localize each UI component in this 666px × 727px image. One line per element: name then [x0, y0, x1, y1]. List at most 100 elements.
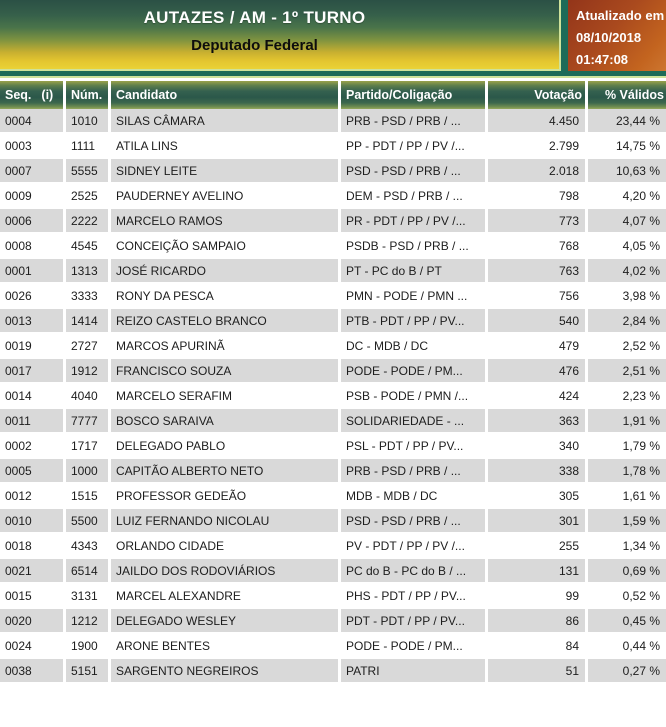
seq-cell: 0007 — [0, 159, 66, 184]
table-row: 0024 1900 ARONE BENTES PODE - PODE / PM.… — [0, 634, 666, 659]
votes-cell: 84 — [488, 634, 588, 659]
seq-cell: 0011 — [0, 409, 66, 434]
seq-cell: 0009 — [0, 184, 66, 209]
votes-cell: 51 — [488, 659, 588, 684]
candidate-cell: JAILDO DOS RODOVIÁRIOS — [111, 559, 341, 584]
updated-label: Atualizado em — [576, 8, 665, 23]
election-title: AUTAZES / AM - 1º TURNO — [143, 8, 366, 27]
candidate-cell: SARGENTO NEGREIROS — [111, 659, 341, 684]
party-cell: PSB - PODE / PMN /... — [341, 384, 488, 409]
party-cell: PODE - PODE / PM... — [341, 634, 488, 659]
column-header-num: Núm. — [66, 81, 111, 109]
party-cell: DC - MDB / DC — [341, 334, 488, 359]
pct-cell: 0,52 % — [588, 584, 666, 609]
candidate-cell: REIZO CASTELO BRANCO — [111, 309, 341, 334]
candidate-cell: BOSCO SARAIVA — [111, 409, 341, 434]
votes-cell: 305 — [488, 484, 588, 509]
party-cell: PDT - PDT / PP / PV... — [341, 609, 488, 634]
votes-cell: 301 — [488, 509, 588, 534]
votes-cell: 540 — [488, 309, 588, 334]
party-cell: DEM - PSD / PRB / ... — [341, 184, 488, 209]
votes-cell: 363 — [488, 409, 588, 434]
pct-cell: 2,51 % — [588, 359, 666, 384]
votes-cell: 86 — [488, 609, 588, 634]
candidate-cell: CONCEIÇÃO SAMPAIO — [111, 234, 341, 259]
num-cell: 1000 — [66, 459, 111, 484]
pct-cell: 1,79 % — [588, 434, 666, 459]
seq-cell: 0018 — [0, 534, 66, 559]
white-gap — [0, 78, 666, 81]
party-cell: PRB - PSD / PRB / ... — [341, 109, 488, 134]
votes-cell: 99 — [488, 584, 588, 609]
table-row: 0014 4040 MARCELO SERAFIM PSB - PODE / P… — [0, 384, 666, 409]
num-cell: 6514 — [66, 559, 111, 584]
votes-cell: 763 — [488, 259, 588, 284]
pct-cell: 0,44 % — [588, 634, 666, 659]
party-cell: PV - PDT / PP / PV /... — [341, 534, 488, 559]
num-cell: 7777 — [66, 409, 111, 434]
votes-cell: 424 — [488, 384, 588, 409]
table-row: 0038 5151 SARGENTO NEGREIROS PATRI 51 0,… — [0, 659, 666, 684]
num-cell: 4040 — [66, 384, 111, 409]
table-row: 0018 4343 ORLANDO CIDADE PV - PDT / PP /… — [0, 534, 666, 559]
pct-cell: 0,69 % — [588, 559, 666, 584]
seq-cell: 0013 — [0, 309, 66, 334]
seq-cell: 0004 — [0, 109, 66, 134]
num-cell: 4343 — [66, 534, 111, 559]
table-row: 0001 1313 JOSÉ RICARDO PT - PC do B / PT… — [0, 259, 666, 284]
table-row: 0011 7777 BOSCO SARAIVA SOLIDARIEDADE - … — [0, 409, 666, 434]
updated-date: 08/10/2018 — [576, 30, 642, 45]
table-row: 0007 5555 SIDNEY LEITE PSD - PSD / PRB /… — [0, 159, 666, 184]
candidate-cell: MARCEL ALEXANDRE — [111, 584, 341, 609]
candidate-cell: MARCELO SERAFIM — [111, 384, 341, 409]
seq-cell: 0038 — [0, 659, 66, 684]
seq-cell: 0024 — [0, 634, 66, 659]
seq-cell: 0001 — [0, 259, 66, 284]
column-header-candidate: Candidato — [111, 81, 341, 109]
num-cell: 5555 — [66, 159, 111, 184]
num-cell: 1900 — [66, 634, 111, 659]
candidate-cell: DELEGADO WESLEY — [111, 609, 341, 634]
candidate-cell: DELEGADO PABLO — [111, 434, 341, 459]
seq-cell: 0003 — [0, 134, 66, 159]
candidate-cell: PAUDERNEY AVELINO — [111, 184, 341, 209]
table-row: 0015 3131 MARCEL ALEXANDRE PHS - PDT / P… — [0, 584, 666, 609]
table-row: 0010 5500 LUIZ FERNANDO NICOLAU PSD - PS… — [0, 509, 666, 534]
votes-cell: 2.799 — [488, 134, 588, 159]
votes-cell: 479 — [488, 334, 588, 359]
candidate-cell: ORLANDO CIDADE — [111, 534, 341, 559]
pct-cell: 2,52 % — [588, 334, 666, 359]
office-title: Deputado Federal — [191, 37, 318, 54]
party-cell: MDB - MDB / DC — [341, 484, 488, 509]
num-cell: 2727 — [66, 334, 111, 359]
info-indicator[interactable]: (i) — [41, 88, 54, 102]
candidate-cell: ATILA LINS — [111, 134, 341, 159]
seq-label: Seq. — [5, 88, 32, 102]
candidate-cell: LUIZ FERNANDO NICOLAU — [111, 509, 341, 534]
pct-cell: 4,05 % — [588, 234, 666, 259]
votes-cell: 768 — [488, 234, 588, 259]
table-row: 0008 4545 CONCEIÇÃO SAMPAIO PSDB - PSD /… — [0, 234, 666, 259]
num-cell: 1212 — [66, 609, 111, 634]
pct-cell: 1,34 % — [588, 534, 666, 559]
seq-cell: 0020 — [0, 609, 66, 634]
party-cell: PSD - PSD / PRB / ... — [341, 509, 488, 534]
votes-cell: 340 — [488, 434, 588, 459]
seq-cell: 0008 — [0, 234, 66, 259]
num-cell: 2525 — [66, 184, 111, 209]
table-row: 0003 1111 ATILA LINS PP - PDT / PP / PV … — [0, 134, 666, 159]
table-row: 0004 1010 SILAS CÂMARA PRB - PSD / PRB /… — [0, 109, 666, 134]
results-table-body: 0004 1010 SILAS CÂMARA PRB - PSD / PRB /… — [0, 109, 666, 684]
party-cell: PT - PC do B / PT — [341, 259, 488, 284]
results-table: Seq. (i) Núm. Candidato Partido/Coligação… — [0, 81, 666, 684]
seq-cell: 0010 — [0, 509, 66, 534]
seq-cell: 0006 — [0, 209, 66, 234]
seq-cell: 0017 — [0, 359, 66, 384]
candidate-cell: MARCELO RAMOS — [111, 209, 341, 234]
seq-cell: 0021 — [0, 559, 66, 584]
pct-cell: 0,27 % — [588, 659, 666, 684]
votes-cell: 131 — [488, 559, 588, 584]
num-cell: 1515 — [66, 484, 111, 509]
num-cell: 2222 — [66, 209, 111, 234]
seq-cell: 0015 — [0, 584, 66, 609]
